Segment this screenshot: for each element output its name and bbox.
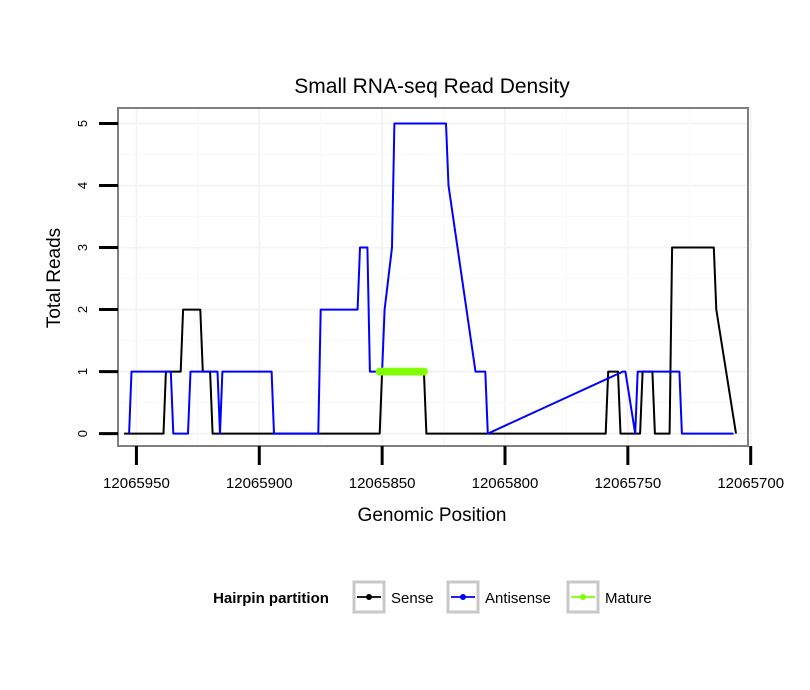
- y-tick-label: 2: [75, 306, 90, 313]
- y-tick-label: 3: [75, 244, 90, 251]
- y-tick-label: 5: [75, 120, 90, 127]
- x-tick-label: 12065900: [226, 475, 293, 492]
- legend-label-antisense: Antisense: [485, 590, 551, 607]
- x-tick-label: 12065800: [472, 475, 539, 492]
- series-layer: [124, 122, 737, 435]
- legend-key-dot-sense: [366, 594, 372, 600]
- chart-title: Small RNA-seq Read Density: [294, 75, 570, 98]
- legend-label-sense: Sense: [391, 590, 434, 607]
- legend-key-dot-mature: [580, 594, 586, 600]
- legend-item-sense: Sense: [352, 580, 434, 614]
- x-tick-label: 12065850: [349, 475, 416, 492]
- legend-item-antisense: Antisense: [446, 580, 551, 614]
- x-tick-label: 12065700: [717, 475, 784, 492]
- legend: Hairpin partition Sense Antisense Mature: [213, 580, 652, 614]
- y-tick-label: 0: [75, 430, 90, 437]
- x-tick-label: 12065950: [103, 475, 170, 492]
- y-tick-label: 1: [75, 368, 90, 375]
- series-points-mature: [375, 367, 428, 376]
- x-axis-label: Genomic Position: [358, 505, 507, 526]
- y-tick-label: 4: [75, 182, 90, 189]
- legend-item-mature: Mature: [566, 580, 652, 614]
- series-point-mature: [419, 367, 428, 376]
- y-axis-label: Total Reads: [44, 228, 65, 328]
- legend-title: Hairpin partition: [213, 590, 329, 607]
- legend-key-dot-antisense: [460, 594, 466, 600]
- legend-label-mature: Mature: [605, 590, 652, 607]
- y-axis: 0 1 2 3 4 5: [75, 120, 118, 437]
- x-axis: 12065950 12065900 12065850 12065800 12065750…: [103, 446, 784, 492]
- plot-background: [118, 108, 748, 446]
- plot-border: [117, 107, 749, 447]
- x-tick-label: 12065750: [594, 475, 661, 492]
